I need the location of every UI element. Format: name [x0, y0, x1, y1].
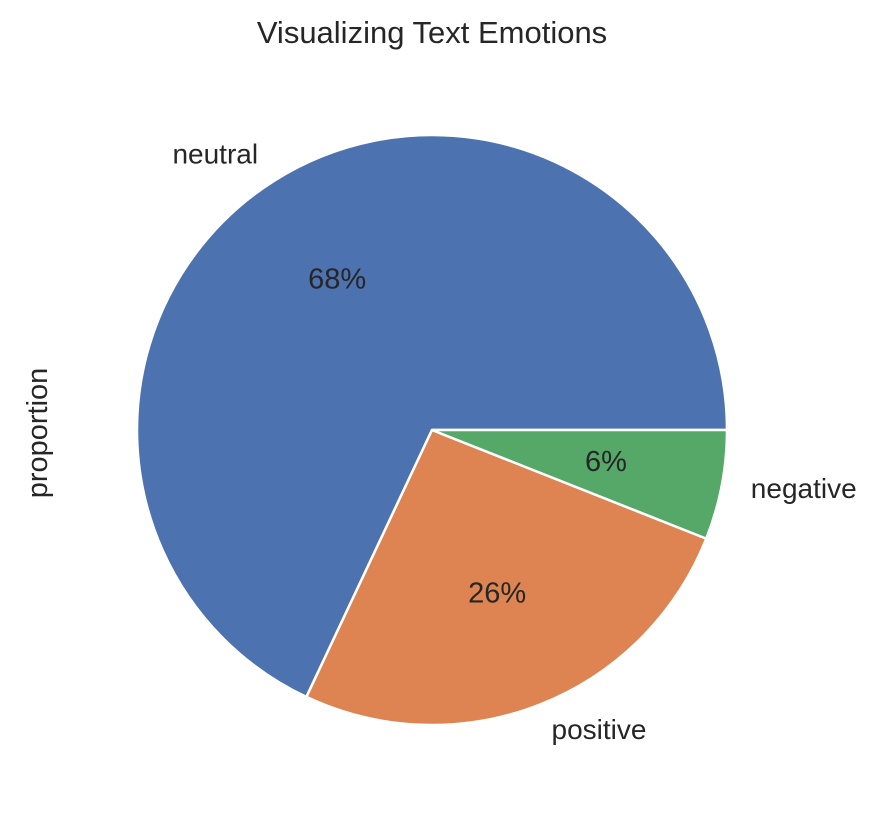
y-axis-label: proportion [22, 368, 54, 499]
pie-slice-positive [305, 428, 708, 727]
pie-percent-labels: 68% 26% 6% [308, 263, 627, 609]
slice-label-neutral: neutral [172, 138, 258, 169]
percent-label-neutral: 68% [308, 263, 366, 295]
pie-slice-labels: neutral positive negative [172, 138, 856, 745]
percent-label-positive: 26% [468, 577, 526, 609]
pie-slice-neutral [135, 133, 729, 699]
slice-label-negative: negative [751, 473, 857, 504]
slice-label-positive: positive [552, 714, 647, 745]
percent-label-negative: 6% [585, 446, 627, 478]
pie-wedges [135, 133, 729, 727]
chart-title: Visualizing Text Emotions [257, 15, 607, 50]
pie-slice-negative [430, 428, 729, 540]
